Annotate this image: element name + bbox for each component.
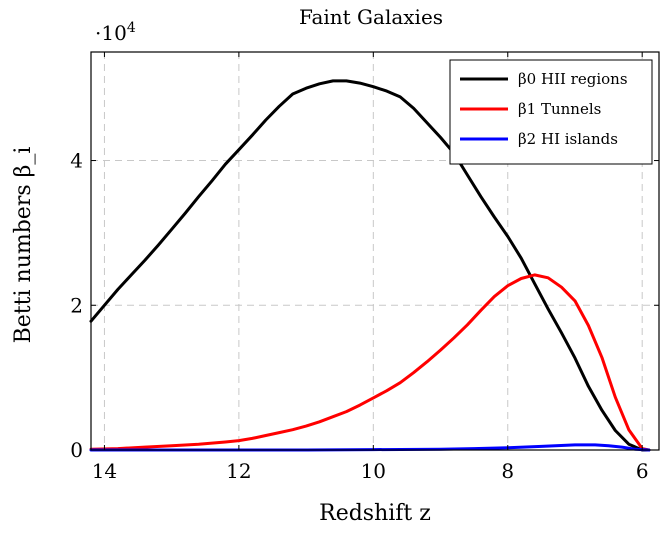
y-tick-label: 2 — [70, 293, 83, 317]
legend-box — [449, 59, 653, 165]
y-multiplier-base: ·10 — [95, 21, 127, 45]
chart-title: Faint Galaxies — [299, 5, 443, 29]
y-tick-label: 0 — [70, 438, 83, 462]
legend-items: β0 HII regions β1 Tunnels β2 HI islands — [460, 70, 628, 148]
x-axis-label: Redshift z — [319, 501, 431, 526]
legend-label-2: β2 HI islands — [518, 130, 618, 148]
legend: β0 HII regions β1 Tunnels β2 HI islands — [449, 59, 653, 165]
y-tick-label: 4 — [70, 149, 83, 173]
x-tick-label: 10 — [361, 459, 386, 483]
y-multiplier-exponent: 4 — [127, 20, 136, 36]
y-axis-ticks: 0 2 4 — [70, 149, 659, 462]
legend-label-1: β1 Tunnels — [518, 100, 601, 118]
plot-frame — [90, 51, 660, 451]
x-axis-ticks: 14 12 10 8 6 — [92, 52, 649, 483]
x-tick-label: 6 — [636, 459, 649, 483]
legend-label-0: β0 HII regions — [518, 70, 628, 88]
y-axis-label: Betti numbers β_i — [11, 147, 36, 344]
x-tick-label: 12 — [226, 459, 251, 483]
series-line-0 — [89, 79, 651, 452]
series-line-1 — [89, 273, 651, 452]
y-multiplier: ·104 — [95, 20, 136, 45]
x-tick-label: 14 — [92, 459, 117, 483]
x-tick-label: 8 — [501, 459, 514, 483]
